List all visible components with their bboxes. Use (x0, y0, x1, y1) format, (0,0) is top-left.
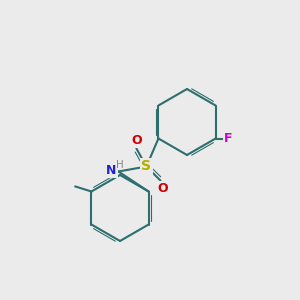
Text: F: F (224, 132, 232, 145)
Text: O: O (157, 182, 168, 196)
Text: S: S (141, 160, 152, 173)
Text: H: H (116, 160, 124, 170)
Text: O: O (131, 134, 142, 146)
Text: N: N (106, 164, 116, 177)
